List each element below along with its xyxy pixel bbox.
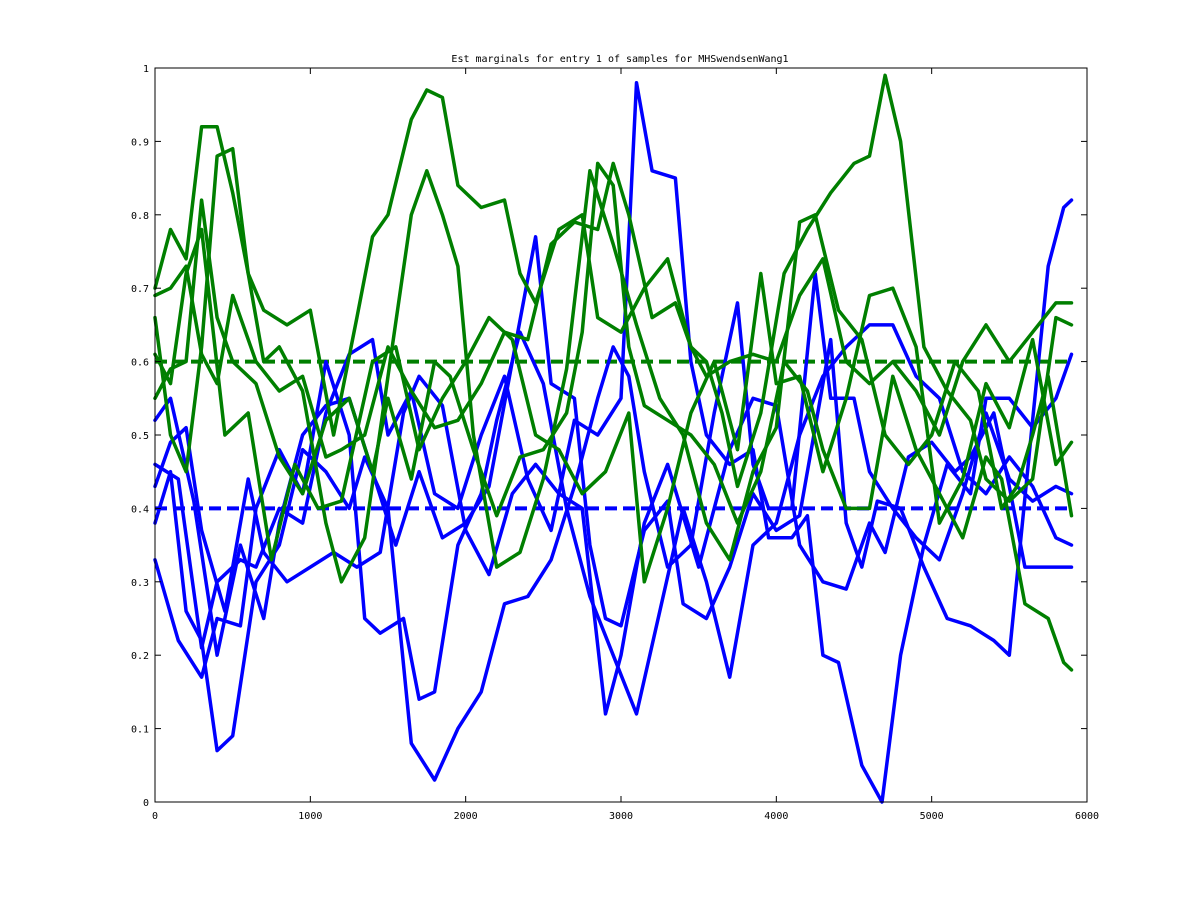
series-group bbox=[153, 73, 1074, 804]
y-axis: 0 0.1 0.2 0.3 0.4 0.5 0.6 0.7 0.8 0.9 1 bbox=[131, 64, 1087, 809]
x-axis: 0 1000 2000 3000 4000 5000 6000 bbox=[152, 68, 1099, 822]
x-tick-label: 4000 bbox=[764, 811, 788, 822]
y-tick-label: 0.9 bbox=[131, 137, 149, 148]
y-tick-label: 0.1 bbox=[131, 725, 149, 736]
y-tick-label: 1 bbox=[143, 64, 149, 75]
x-tick-label: 5000 bbox=[920, 811, 944, 822]
green-series-line-7 bbox=[153, 227, 1074, 584]
green-series-line-8 bbox=[153, 161, 1074, 672]
y-tick-label: 0 bbox=[143, 798, 149, 809]
green-series-line-10 bbox=[153, 161, 1074, 459]
blue-series-line-3 bbox=[153, 271, 1074, 782]
green-series-line-9 bbox=[153, 73, 1074, 503]
y-tick-label: 0.3 bbox=[131, 578, 149, 589]
x-tick-label: 6000 bbox=[1075, 811, 1099, 822]
y-tick-label: 0.4 bbox=[131, 504, 149, 515]
x-tick-label: 1000 bbox=[298, 811, 322, 822]
x-tick-label: 0 bbox=[152, 811, 158, 822]
chart-title: Est marginals for entry 1 of samples for… bbox=[451, 54, 788, 65]
y-tick-label: 0.5 bbox=[131, 431, 149, 442]
blue-series-line-2 bbox=[153, 80, 1074, 804]
y-tick-label: 0.2 bbox=[131, 651, 149, 662]
green-series-line-6 bbox=[153, 124, 1074, 584]
blue-series-line-4 bbox=[153, 374, 1074, 716]
y-tick-label: 0.8 bbox=[131, 211, 149, 222]
y-tick-label: 0.6 bbox=[131, 358, 149, 369]
y-tick-label: 0.7 bbox=[131, 284, 149, 295]
x-tick-label: 2000 bbox=[454, 811, 478, 822]
x-tick-label: 3000 bbox=[609, 811, 633, 822]
